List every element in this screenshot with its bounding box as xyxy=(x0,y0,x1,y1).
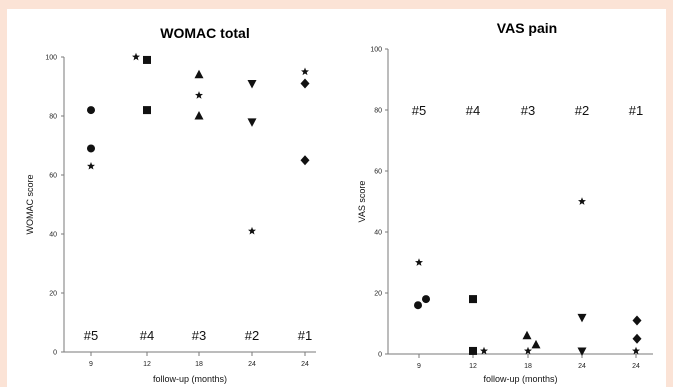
womac-point-triangle-down xyxy=(247,118,257,127)
womac-point-star xyxy=(301,67,309,76)
vas-point-circle xyxy=(414,301,422,310)
vas-point-diamond xyxy=(632,333,642,344)
vas-x-tick-label: 12 xyxy=(469,363,477,370)
vas-point-star xyxy=(524,346,532,355)
womac-y-tick-label: 40 xyxy=(49,232,57,239)
womac-point-diamond xyxy=(300,155,310,166)
vas-point-square xyxy=(469,295,477,304)
womac-point-circle xyxy=(87,144,95,153)
womac-y-tick-label: 80 xyxy=(49,114,57,121)
figure-panel xyxy=(7,9,666,387)
womac-x-tick-label: 12 xyxy=(143,361,151,368)
womac-x-tick-label: 24 xyxy=(248,361,256,368)
vas-y-axis-label: VAS score xyxy=(357,181,367,223)
womac-point-square xyxy=(143,55,151,64)
vas-x-tick-label: 24 xyxy=(578,363,586,370)
womac-point-star xyxy=(132,52,140,61)
vas-x-tick-label: 9 xyxy=(417,363,421,370)
vas-chart-title: VAS pain xyxy=(497,20,557,36)
womac-x-tick-label: 24 xyxy=(301,361,309,368)
womac-chart-title: WOMAC total xyxy=(160,25,249,41)
womac-x-axis-label: follow-up (months) xyxy=(153,374,227,384)
vas-y-tick-label: 0 xyxy=(378,352,382,359)
vas-y-tick-label: 20 xyxy=(374,291,382,298)
vas-x-tick-label: 18 xyxy=(524,363,532,370)
womac-case-label: #2 xyxy=(245,328,259,343)
womac-case-label: #3 xyxy=(192,328,206,343)
vas-x-axis-label: follow-up (months) xyxy=(483,374,557,384)
vas-case-label: #1 xyxy=(629,103,643,118)
vas-point-star xyxy=(578,197,586,205)
womac-case-label: #1 xyxy=(298,328,312,343)
vas-y-tick-label: 100 xyxy=(370,47,382,54)
vas-point-triangle-up xyxy=(522,330,532,340)
womac-x-tick-label: 9 xyxy=(89,361,93,368)
vas-point-triangle-up xyxy=(531,339,541,349)
womac-point-triangle-down xyxy=(247,80,257,89)
womac-case-label: #4 xyxy=(140,328,154,343)
womac-point-star xyxy=(195,91,203,99)
vas-point-star xyxy=(480,346,488,355)
vas-x-tick-label: 24 xyxy=(632,363,640,370)
vas-point-triangle-down xyxy=(577,347,587,356)
vas-point-star xyxy=(632,346,640,355)
vas-point-star xyxy=(415,258,423,266)
vas-y-tick-label: 60 xyxy=(374,169,382,176)
womac-point-triangle-up xyxy=(194,69,204,79)
womac-y-tick-label: 20 xyxy=(49,291,57,298)
womac-point-circle xyxy=(87,106,95,115)
vas-case-label: #2 xyxy=(575,103,589,118)
vas-case-label: #3 xyxy=(521,103,535,118)
womac-y-axis-label: WOMAC score xyxy=(25,174,35,234)
womac-case-label: #5 xyxy=(84,328,98,343)
womac-point-diamond xyxy=(300,78,310,89)
womac-y-tick-label: 60 xyxy=(49,173,57,180)
womac-x-tick-label: 18 xyxy=(195,361,203,368)
womac-y-tick-label: 0 xyxy=(53,350,57,357)
vas-case-label: #5 xyxy=(412,103,426,118)
vas-y-tick-label: 40 xyxy=(374,230,382,237)
womac-point-triangle-up xyxy=(194,111,204,120)
vas-case-label: #4 xyxy=(466,103,480,118)
womac-point-square xyxy=(143,106,151,115)
vas-point-circle xyxy=(422,295,430,304)
vas-point-triangle-down xyxy=(577,313,587,323)
womac-point-star xyxy=(248,226,256,235)
womac-point-star xyxy=(87,161,95,170)
womac-y-tick-label: 100 xyxy=(45,55,57,62)
vas-y-tick-label: 80 xyxy=(374,108,382,115)
vas-point-square xyxy=(469,346,477,355)
vas-point-diamond xyxy=(632,315,642,326)
